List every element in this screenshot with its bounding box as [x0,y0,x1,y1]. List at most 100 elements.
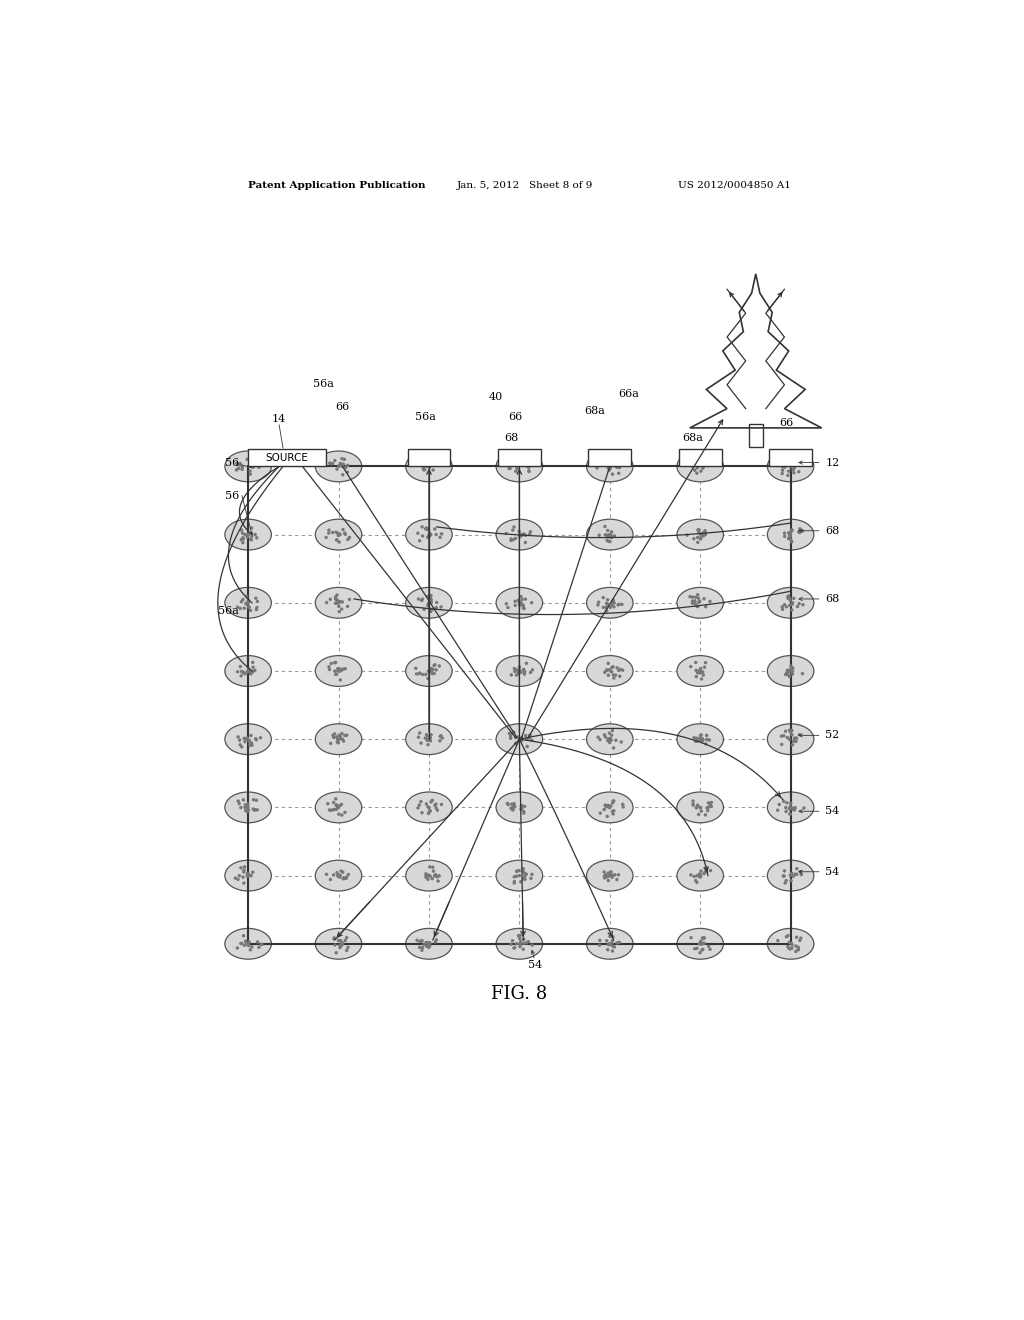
Bar [589,449,631,466]
Circle shape [788,941,791,944]
Circle shape [519,669,521,672]
Circle shape [331,663,333,664]
Circle shape [427,465,429,467]
Circle shape [698,739,700,741]
Circle shape [252,671,254,673]
Circle shape [416,673,418,675]
Circle shape [795,807,797,809]
Circle shape [793,598,795,599]
Ellipse shape [677,656,724,686]
Circle shape [705,531,707,533]
Circle shape [418,804,420,807]
Circle shape [696,473,698,474]
Circle shape [332,734,334,737]
Ellipse shape [496,451,543,482]
Circle shape [692,804,694,807]
Circle shape [343,876,345,879]
Circle shape [430,594,432,597]
Circle shape [523,607,525,610]
Circle shape [699,739,701,741]
Circle shape [790,669,792,672]
Circle shape [700,940,701,942]
Ellipse shape [315,792,361,822]
Circle shape [327,803,329,805]
Circle shape [788,729,791,731]
Ellipse shape [677,861,724,891]
Circle shape [249,470,251,473]
Circle shape [439,735,441,738]
Circle shape [519,536,521,537]
Circle shape [242,876,244,878]
Circle shape [344,734,346,737]
Circle shape [431,878,433,879]
Circle shape [697,529,699,531]
Circle shape [433,672,435,675]
Circle shape [516,870,518,871]
Circle shape [427,605,429,606]
Circle shape [700,870,702,873]
Circle shape [514,946,516,949]
Circle shape [337,535,339,537]
Circle shape [698,942,700,945]
Circle shape [435,669,437,671]
Circle shape [524,541,526,544]
Circle shape [700,949,702,952]
Circle shape [423,469,425,471]
Circle shape [781,466,783,469]
Circle shape [430,533,432,536]
Circle shape [609,936,611,937]
Circle shape [694,597,696,598]
Circle shape [526,738,528,741]
Text: 68: 68 [825,594,840,605]
Circle shape [419,540,421,541]
Circle shape [701,466,703,467]
Circle shape [434,462,436,463]
Circle shape [420,801,422,803]
Circle shape [510,738,512,739]
Ellipse shape [587,792,633,822]
Circle shape [607,944,609,945]
Circle shape [434,874,436,875]
Circle shape [428,533,430,536]
Circle shape [251,532,253,535]
Circle shape [243,671,245,673]
Circle shape [699,671,701,672]
Circle shape [696,594,698,595]
Circle shape [426,528,428,531]
Circle shape [242,466,244,467]
Circle shape [791,874,793,875]
Circle shape [515,942,517,945]
Circle shape [796,462,798,465]
Circle shape [605,610,607,611]
Circle shape [697,813,699,816]
Text: Patent Application Publication: Patent Application Publication [248,181,426,190]
Circle shape [339,738,341,739]
Circle shape [797,606,799,607]
Circle shape [417,532,419,535]
Ellipse shape [225,928,271,960]
Ellipse shape [767,723,814,755]
Circle shape [339,735,341,738]
Circle shape [334,808,336,810]
Circle shape [428,465,430,466]
Circle shape [609,873,611,875]
Circle shape [695,676,697,677]
Circle shape [791,529,793,532]
Circle shape [514,805,516,808]
Text: 56: 56 [224,491,239,500]
Circle shape [700,810,702,812]
Circle shape [250,672,252,673]
Circle shape [511,809,513,810]
Circle shape [514,807,516,808]
Circle shape [423,944,425,945]
Circle shape [706,738,708,741]
Circle shape [621,741,623,743]
Circle shape [608,874,610,876]
Circle shape [795,945,797,946]
Text: 54: 54 [825,867,840,876]
Circle shape [425,873,427,875]
Circle shape [505,532,507,535]
Circle shape [330,879,332,880]
Circle shape [700,734,702,735]
Bar [248,466,791,944]
